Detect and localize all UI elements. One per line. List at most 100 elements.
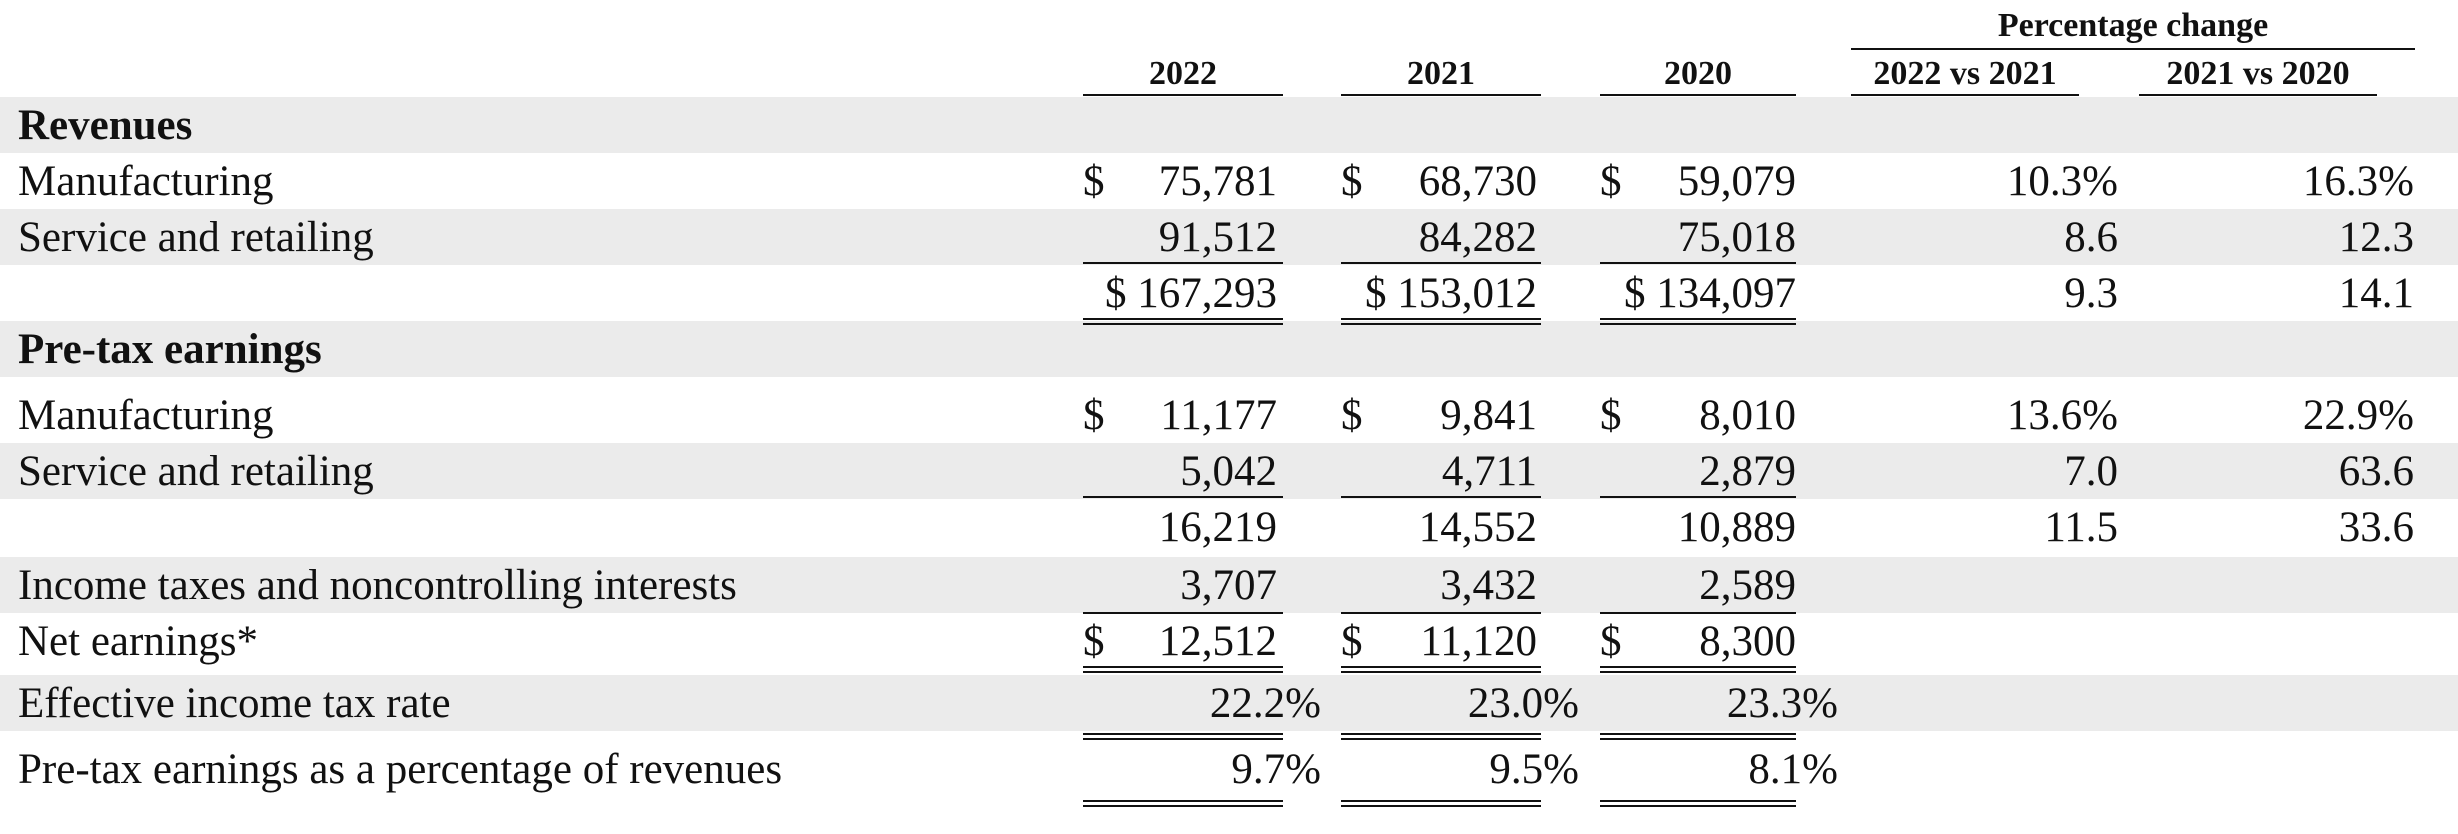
value-2021: 9,841 <box>1440 391 1537 439</box>
currency-symbol: $ <box>1600 157 1622 205</box>
row-label: Income taxes and noncontrolling interest… <box>18 561 737 609</box>
value-2021: 11,120 <box>1420 617 1537 665</box>
underline <box>1341 496 1541 498</box>
underline <box>1341 262 1541 264</box>
double-underline <box>1600 318 1796 325</box>
double-underline <box>1083 318 1283 325</box>
row-label: Manufacturing <box>18 391 274 439</box>
table-row: 16,219 14,552 10,889 11.5 33.6 <box>0 499 2458 555</box>
row-label: Manufacturing <box>18 157 274 205</box>
table-row: Effective income tax rate 22.2% 23.0% 23… <box>0 675 2458 731</box>
row-label: Service and retailing <box>18 213 374 261</box>
value-2022: 9.7% <box>1231 745 1321 793</box>
value-2020: 2,589 <box>1699 561 1796 609</box>
value-2022: 12,512 <box>1158 617 1277 665</box>
value-2021: 68,730 <box>1418 157 1537 205</box>
change-2021-vs-2020-header: 2021 vs 2020 <box>2166 55 2350 92</box>
double-underline <box>1083 800 1283 807</box>
change-2022-vs-2021-rule <box>1851 94 2079 96</box>
change-2022-vs-2021: 11.5 <box>2044 503 2118 551</box>
double-underline <box>1341 666 1541 673</box>
table-row: Service and retailing 91,512 84,282 75,0… <box>0 209 2458 265</box>
currency-symbol: $ <box>1083 157 1105 205</box>
currency-symbol: $ <box>1341 391 1363 439</box>
value-2020: 8,300 <box>1699 617 1796 665</box>
change-2021-vs-2020: 14.1 <box>2338 269 2414 317</box>
double-underline <box>1600 666 1796 673</box>
value-2021: 23.0% <box>1467 679 1579 727</box>
table-row: Net earnings* $ 12,512 $ 11,120 $ 8,300 <box>0 613 2458 669</box>
subtotal-2021: 14,552 <box>1418 503 1537 551</box>
underline <box>1083 262 1283 264</box>
percentage-change-header: Percentage change <box>1997 7 2269 44</box>
table-row: Pre-tax earnings as a percentage of reve… <box>0 741 2458 797</box>
double-underline <box>1083 666 1283 673</box>
change-2022-vs-2021: 10.3% <box>2006 157 2118 205</box>
currency-symbol: $ <box>1083 617 1105 665</box>
table-row: Service and retailing 5,042 4,711 2,879 … <box>0 443 2458 499</box>
change-2022-vs-2021: 9.3 <box>2064 269 2118 317</box>
year-2020-rule <box>1600 94 1796 96</box>
change-2022-vs-2021: 7.0 <box>2064 447 2118 495</box>
double-underline <box>1600 800 1796 807</box>
value-2020: 59,079 <box>1677 157 1796 205</box>
year-2022-rule <box>1083 94 1283 96</box>
year-2021-header: 2021 <box>1407 55 1475 92</box>
value-2020: 8,010 <box>1699 391 1796 439</box>
table-row: Revenues <box>0 97 2458 153</box>
change-2021-vs-2020: 12.3 <box>2338 213 2414 261</box>
change-2022-vs-2021-header: 2022 vs 2021 <box>1873 55 2057 92</box>
currency-symbol: $ <box>1341 617 1363 665</box>
change-2022-vs-2021: 13.6% <box>2006 391 2118 439</box>
change-2021-vs-2020: 63.6 <box>2338 447 2414 495</box>
underline <box>1083 496 1283 498</box>
subtotal-2020: 10,889 <box>1677 503 1796 551</box>
currency-symbol: $ <box>1600 391 1622 439</box>
value-2022: 75,781 <box>1158 157 1277 205</box>
year-2022-header: 2022 <box>1149 55 1217 92</box>
underline <box>1600 262 1796 264</box>
value-2020: 23.3% <box>1726 679 1838 727</box>
currency-symbol: $ <box>1341 157 1363 205</box>
section-heading-pretax-earnings: Pre-tax earnings <box>18 325 322 373</box>
row-label: Effective income tax rate <box>18 679 451 727</box>
value-2022: 3,707 <box>1180 561 1277 609</box>
change-2021-vs-2020: 22.9% <box>2302 391 2414 439</box>
table-row: Income taxes and noncontrolling interest… <box>0 557 2458 613</box>
double-underline <box>1341 733 1541 740</box>
underline <box>1600 496 1796 498</box>
double-underline <box>1600 733 1796 740</box>
currency-symbol: $ <box>1083 391 1105 439</box>
table-row: Manufacturing $ 11,177 $ 9,841 $ 8,010 1… <box>0 387 2458 443</box>
value-2021: 3,432 <box>1440 561 1537 609</box>
row-label: Pre-tax earnings as a percentage of reve… <box>18 745 783 793</box>
value-2022: 91,512 <box>1158 213 1277 261</box>
double-underline <box>1083 733 1283 740</box>
total-2021: $ 153,012 <box>1365 269 1537 317</box>
change-2021-vs-2020: 16.3% <box>2302 157 2414 205</box>
underline <box>1083 612 1283 614</box>
underline <box>1341 612 1541 614</box>
value-2022: 5,042 <box>1180 447 1277 495</box>
row-label: Net earnings* <box>18 617 259 665</box>
value-2021: 84,282 <box>1418 213 1537 261</box>
total-2020: $ 134,097 <box>1624 269 1796 317</box>
section-heading-revenues: Revenues <box>18 101 193 149</box>
value-2022: 22.2% <box>1209 679 1321 727</box>
total-2022: $ 167,293 <box>1105 269 1277 317</box>
currency-symbol: $ <box>1600 617 1622 665</box>
year-2020-header: 2020 <box>1664 55 1732 92</box>
row-label: Service and retailing <box>18 447 374 495</box>
change-2022-vs-2021: 8.6 <box>2064 213 2118 261</box>
table-row: Manufacturing $ 75,781 $ 68,730 $ 59,079… <box>0 153 2458 209</box>
change-2021-vs-2020-rule <box>2139 94 2377 96</box>
change-2021-vs-2020: 33.6 <box>2338 503 2414 551</box>
value-2022: 11,177 <box>1160 391 1277 439</box>
double-underline <box>1341 800 1541 807</box>
subtotal-2022: 16,219 <box>1158 503 1277 551</box>
value-2021: 9.5% <box>1489 745 1579 793</box>
percentage-change-rule <box>1851 48 2415 50</box>
value-2020: 2,879 <box>1699 447 1796 495</box>
value-2021: 4,711 <box>1441 447 1537 495</box>
